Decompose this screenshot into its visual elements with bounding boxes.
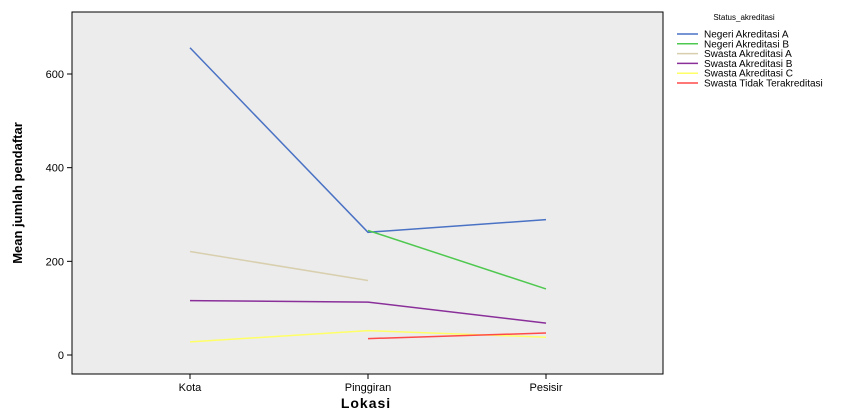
legend: Status_akreditasi Negeri Akreditasi ANeg…	[677, 13, 823, 90]
y-axis-title: Mean jumlah pendaftar	[10, 122, 25, 264]
series-lines	[189, 47, 547, 343]
x-axis-title: Lokasi	[341, 395, 391, 411]
x-tick-label: Pinggiran	[345, 382, 391, 394]
y-tick-label: 0	[58, 350, 64, 362]
plot-background	[71, 11, 664, 375]
y-axis: 0 200 400 600	[46, 69, 72, 362]
series-line	[189, 250, 369, 282]
x-tick-label: Pesisir	[529, 382, 562, 394]
legend-title: Status_akreditasi	[713, 13, 775, 22]
legend-label: Swasta Akreditasi A	[704, 49, 792, 60]
series-line	[367, 332, 547, 340]
legend-label: Swasta Akreditasi C	[704, 69, 793, 80]
x-axis: Kota Pinggiran Pesisir	[179, 374, 563, 394]
y-tick-label: 400	[46, 163, 64, 175]
legend-label: Negeri Akreditasi B	[704, 39, 789, 50]
x-tick-label: Kota	[179, 382, 203, 394]
y-tick-label: 600	[46, 69, 64, 81]
y-tick-label: 200	[46, 256, 64, 268]
series-line	[189, 299, 547, 324]
legend-label: Negeri Akreditasi A	[704, 30, 789, 41]
series-line	[189, 47, 547, 234]
series-line	[367, 229, 547, 290]
legend-label: Swasta Tidak Terakreditasi	[704, 79, 823, 90]
legend-label: Swasta Akreditasi B	[704, 59, 793, 70]
